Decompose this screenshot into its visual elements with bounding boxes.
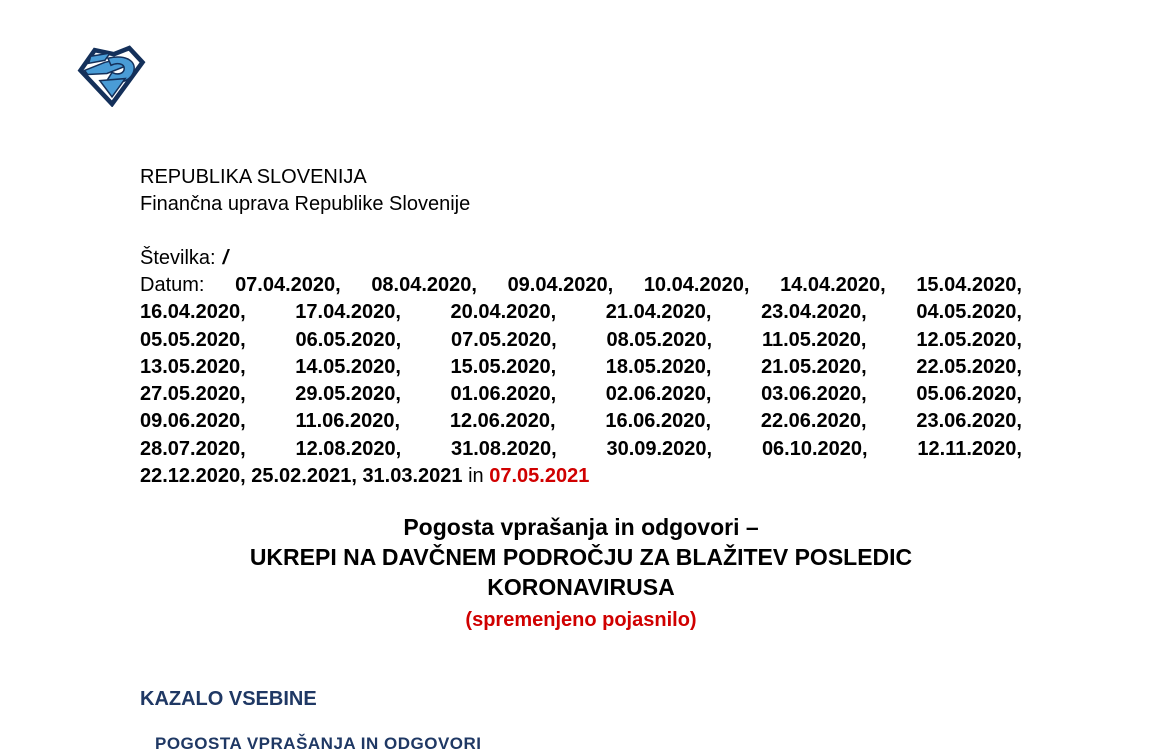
date-item: 08.05.2020,: [606, 328, 713, 351]
date-item: 12.05.2020,: [916, 328, 1022, 351]
dates-row: 13.05.2020, 14.05.2020, 15.05.2020, 18.0…: [140, 354, 1022, 381]
letterhead-country: REPUBLIKA SLOVENIJA: [140, 166, 367, 188]
title-subtitle: (spremenjeno pojasnilo): [465, 609, 697, 631]
date-item: 06.10.2020,: [761, 437, 868, 460]
date-item: 27.05.2020,: [140, 383, 246, 406]
date-conjunction: in: [468, 465, 484, 488]
document-title: Pogosta vprašanja in odgovori – UKREPI N…: [140, 512, 1022, 602]
title-line-2: UKREPI NA DAVČNEM PODROČJU ZA BLAŽITEV P…: [249, 544, 913, 570]
date-item: 12.06.2020,: [449, 410, 556, 433]
date-item: 09.04.2020,: [507, 274, 614, 296]
date-item: 20.04.2020,: [450, 301, 557, 324]
date-item: 28.07.2020,: [140, 437, 246, 460]
date-item: 22.06.2020,: [760, 410, 867, 433]
letterhead: REPUBLIKA SLOVENIJA Finančna uprava Repu…: [140, 164, 470, 218]
date-item: 11.05.2020,: [761, 328, 867, 351]
date-item: 23.06.2020,: [916, 410, 1022, 433]
date-item: 01.06.2020,: [450, 383, 557, 406]
dates-row: 09.06.2020, 11.06.2020, 12.06.2020, 16.0…: [140, 408, 1022, 435]
reference-number-line: Številka: /: [140, 245, 228, 272]
date-item: 31.03.2021: [362, 465, 463, 488]
date-item: 08.04.2020,: [371, 274, 477, 296]
furs-diamond-logo: [77, 45, 146, 107]
date-item: 09.06.2020,: [140, 410, 246, 433]
date-item: 29.05.2020,: [295, 383, 401, 406]
dates-row: 05.05.2020, 06.05.2020, 07.05.2020, 08.0…: [140, 327, 1022, 354]
date-item: 18.05.2020,: [605, 355, 712, 378]
date-label: Datum:: [140, 274, 205, 296]
date-item: 22.12.2020,: [140, 465, 246, 488]
date-item: 15.04.2020,: [916, 274, 1022, 296]
dates-row: 16.04.2020, 17.04.2020, 20.04.2020, 21.0…: [140, 299, 1022, 326]
date-item: 16.04.2020,: [140, 301, 246, 324]
date-item: 06.05.2020,: [295, 328, 402, 351]
title-line-3: KORONAVIRUSA: [487, 574, 675, 600]
toc-partial-entry: POGOSTA VPRAŠANJA IN ODGOVORI: [155, 734, 482, 753]
date-item: 25.02.2021,: [251, 465, 357, 488]
date-item: 05.06.2020,: [916, 383, 1022, 406]
reference-number-value: /: [222, 247, 229, 269]
dates-row: 27.05.2020, 29.05.2020, 01.06.2020, 02.0…: [140, 381, 1022, 408]
date-item: 17.04.2020,: [295, 301, 401, 324]
reference-number-label: Številka:: [140, 247, 216, 269]
date-item: 13.05.2020,: [140, 355, 246, 378]
date-item: 21.05.2020,: [761, 355, 867, 378]
date-item-highlighted: 07.05.2021: [489, 465, 590, 488]
date-item: 07.05.2020,: [450, 328, 557, 351]
title-line-1: Pogosta vprašanja in odgovori –: [403, 514, 759, 540]
date-item: 10.04.2020,: [643, 274, 750, 296]
date-item: 14.05.2020,: [295, 355, 401, 378]
date-item: 23.04.2020,: [761, 301, 867, 324]
date-item: 22.05.2020,: [916, 355, 1022, 378]
date-item: 04.05.2020,: [916, 301, 1022, 324]
date-item: 07.04.2020,: [235, 274, 341, 296]
date-item: 11.06.2020,: [295, 410, 401, 433]
date-item: 30.09.2020,: [606, 437, 713, 460]
date-item: 12.08.2020,: [295, 437, 402, 460]
date-item: 15.05.2020,: [450, 355, 557, 378]
dates-row-last: 22.12.2020, 25.02.2021, 31.03.2021 in 07…: [140, 463, 1022, 490]
date-item: 12.11.2020,: [917, 437, 1022, 460]
date-item: 21.04.2020,: [605, 301, 712, 324]
date-item: 16.06.2020,: [605, 410, 712, 433]
date-item: 14.04.2020,: [780, 274, 886, 296]
date-item: 02.06.2020,: [605, 383, 712, 406]
letterhead-organization: Finančna uprava Republike Slovenije: [140, 193, 471, 215]
dates-row: 28.07.2020, 12.08.2020, 31.08.2020, 30.0…: [140, 436, 1022, 463]
date-item: 05.05.2020,: [140, 328, 246, 351]
date-item: 03.06.2020,: [761, 383, 867, 406]
date-item: 31.08.2020,: [450, 437, 557, 460]
dates-block: Datum: 07.04.2020, 08.04.2020, 09.04.202…: [140, 272, 1022, 490]
toc-heading: KAZALO VSEBINE: [140, 688, 317, 710]
dates-row: Datum: 07.04.2020, 08.04.2020, 09.04.202…: [140, 272, 1022, 299]
